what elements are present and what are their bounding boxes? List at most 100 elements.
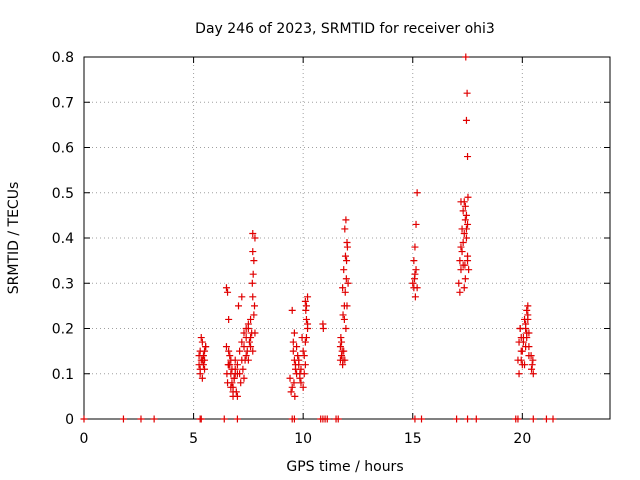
y-tick-label: 0.3 <box>52 276 74 292</box>
data-point <box>529 356 537 364</box>
data-point <box>233 415 241 423</box>
data-point <box>289 347 297 355</box>
data-point <box>248 279 256 287</box>
data-point <box>224 288 232 296</box>
data-point <box>340 315 348 323</box>
data-point <box>464 257 472 265</box>
data-point <box>462 225 470 233</box>
data-point <box>319 325 327 332</box>
data-point <box>412 220 420 228</box>
data-point <box>199 361 207 369</box>
y-tick-label: 0.5 <box>52 186 74 202</box>
data-point <box>293 343 301 351</box>
data-point <box>222 343 230 351</box>
y-tick-label: 0.8 <box>52 50 74 66</box>
y-axis-label: SRMTID / TECUs <box>6 182 22 295</box>
data-point <box>339 311 347 319</box>
data-point <box>224 361 232 369</box>
data-point <box>460 229 468 237</box>
data-point <box>525 329 533 337</box>
data-point <box>240 329 248 337</box>
data-point <box>231 356 239 364</box>
axis-ticks: 0 0.1 0.2 0.3 0.4 0.5 0.6 0.7 0.8 0 5 10 15 20 <box>52 50 610 447</box>
x-tick-label: 0 <box>80 431 89 447</box>
data-point <box>286 374 294 382</box>
data-point <box>323 415 331 423</box>
data-point <box>409 279 417 287</box>
data-point <box>196 365 204 373</box>
data-point <box>249 229 257 237</box>
data-point <box>338 338 346 346</box>
data-point <box>337 334 345 342</box>
data-point <box>299 347 307 355</box>
data-point <box>524 315 532 323</box>
data-point <box>201 356 209 364</box>
data-point <box>251 302 259 310</box>
data-point <box>238 293 246 301</box>
data-point <box>413 284 421 292</box>
data-point <box>197 334 205 342</box>
data-point <box>525 343 533 351</box>
x-tick-label: 10 <box>294 431 312 447</box>
x-tick-label: 20 <box>513 431 531 447</box>
data-point <box>227 383 235 391</box>
data-point <box>341 225 349 233</box>
data-point <box>243 347 251 355</box>
data-point <box>462 53 470 61</box>
data-point <box>225 347 233 355</box>
data-point <box>522 325 530 332</box>
data-points <box>80 53 557 423</box>
data-point <box>225 315 233 323</box>
data-point <box>464 415 472 423</box>
data-point <box>524 302 532 310</box>
data-point <box>515 370 523 378</box>
data-point <box>464 153 472 161</box>
data-point <box>80 415 88 423</box>
data-point <box>459 207 467 215</box>
data-point <box>202 343 210 351</box>
data-point <box>457 198 465 206</box>
data-point <box>224 379 232 387</box>
data-point <box>418 415 426 423</box>
data-point <box>528 365 536 373</box>
x-tick-label: 5 <box>189 431 198 447</box>
data-point <box>461 261 469 269</box>
data-point <box>461 202 469 210</box>
data-point <box>250 311 258 319</box>
data-point <box>226 352 234 360</box>
data-point <box>343 239 351 247</box>
data-point <box>338 352 346 360</box>
data-point <box>242 352 250 360</box>
data-point <box>302 334 310 342</box>
data-point <box>523 306 531 314</box>
data-point <box>233 361 241 369</box>
data-point <box>245 338 253 346</box>
data-point <box>456 257 464 265</box>
data-point <box>302 302 310 310</box>
y-tick-label: 0.1 <box>52 367 74 383</box>
data-point <box>236 347 244 355</box>
data-point <box>453 415 461 423</box>
data-point <box>229 392 237 400</box>
data-point <box>343 257 351 265</box>
data-point <box>412 266 420 274</box>
data-point <box>529 415 537 423</box>
data-point <box>341 252 349 260</box>
data-point <box>410 257 418 265</box>
data-point <box>517 334 525 342</box>
data-point <box>249 248 257 256</box>
data-point <box>290 329 298 337</box>
data-point <box>247 343 255 351</box>
data-point <box>457 243 465 251</box>
data-point <box>464 220 472 228</box>
data-point <box>463 89 471 97</box>
data-point <box>528 361 536 369</box>
data-point <box>529 370 537 378</box>
data-point <box>549 415 557 423</box>
data-point <box>294 352 302 360</box>
y-tick-label: 0.6 <box>52 141 74 157</box>
data-point <box>220 415 228 423</box>
data-point <box>235 302 243 310</box>
data-point <box>521 361 529 369</box>
